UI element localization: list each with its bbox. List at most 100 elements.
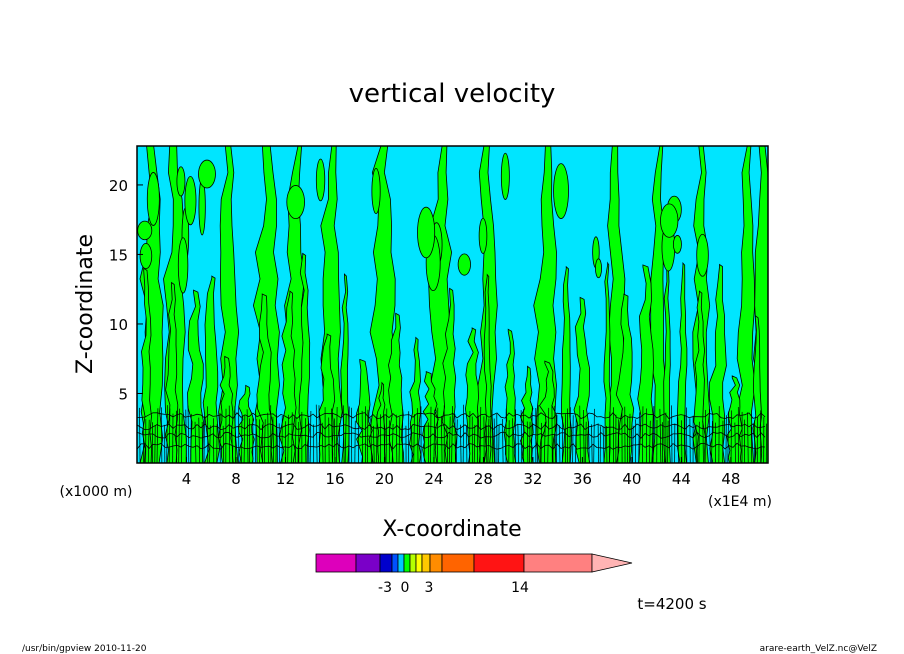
updraft-contour bbox=[483, 273, 492, 463]
turbulence-contour bbox=[485, 424, 488, 463]
turbulence-contour bbox=[287, 414, 289, 463]
turbulence-contour bbox=[344, 413, 347, 463]
turbulence-contour bbox=[695, 424, 697, 463]
updraft-contour bbox=[573, 296, 591, 463]
turbulence-contour bbox=[454, 413, 456, 463]
updraft-contours bbox=[137, 146, 768, 463]
turbulence-contour bbox=[446, 425, 449, 463]
x-tick-label: 8 bbox=[231, 470, 241, 488]
turbulence-contour bbox=[267, 412, 269, 463]
turbulence-contour bbox=[747, 412, 749, 463]
colorbar-segment bbox=[429, 553, 443, 573]
turbulence-contour bbox=[243, 415, 246, 463]
turbulence-contour bbox=[305, 418, 307, 463]
updraft-contour bbox=[318, 333, 336, 463]
turbulence-contour bbox=[335, 406, 338, 463]
turbulence-contour bbox=[638, 412, 640, 463]
updraft-cell bbox=[457, 253, 471, 276]
colorbar-segment bbox=[315, 553, 357, 573]
turbulence-contour bbox=[540, 422, 542, 463]
updraft-contour bbox=[441, 287, 458, 463]
updraft-contour bbox=[340, 273, 350, 463]
plot-area bbox=[136, 145, 769, 464]
turbulence-contour bbox=[479, 406, 482, 463]
turbulence-contour bbox=[315, 404, 318, 463]
x-tick-label: 24 bbox=[424, 470, 443, 488]
colorbar-segment bbox=[391, 553, 399, 573]
x-tick-label: 4 bbox=[182, 470, 192, 488]
colorbar-tick-label: -3 bbox=[378, 580, 392, 596]
turbulence-contour bbox=[291, 412, 293, 463]
updraft-contour bbox=[637, 264, 654, 463]
turbulence-contour bbox=[433, 409, 436, 463]
x-tick-label: 36 bbox=[573, 470, 592, 488]
colorbar-segment bbox=[473, 553, 525, 573]
colorbar-segment bbox=[403, 553, 411, 573]
colorbar-segment bbox=[523, 553, 593, 573]
updraft-cell bbox=[146, 172, 160, 226]
y-axis: 5 10 15 20 bbox=[109, 177, 143, 403]
updraft-contour bbox=[409, 336, 422, 463]
colorbar-segment bbox=[355, 553, 381, 573]
turbulence-contour bbox=[711, 420, 713, 463]
turbulence-band bbox=[137, 423, 766, 431]
turbulence-contour bbox=[583, 410, 585, 463]
turbulence-band bbox=[137, 412, 766, 420]
updraft-contour bbox=[256, 293, 274, 463]
updraft-cell bbox=[177, 237, 189, 294]
plot-frame bbox=[136, 145, 769, 464]
updraft-cell bbox=[371, 168, 381, 215]
updraft-cell bbox=[184, 175, 197, 226]
turbulence-contour bbox=[318, 405, 321, 463]
turbulence-contour bbox=[575, 418, 577, 463]
turbulence-band bbox=[137, 431, 766, 439]
turbulence-contour bbox=[385, 408, 388, 463]
turbulence-contour bbox=[395, 414, 398, 463]
x-tick-label: 12 bbox=[276, 470, 295, 488]
turbulence-contour bbox=[704, 409, 707, 463]
chart-title: vertical velocity bbox=[349, 79, 556, 109]
turbulence-contour bbox=[702, 420, 704, 463]
turbulence-contour bbox=[398, 416, 401, 463]
updraft-contour bbox=[164, 281, 179, 463]
updraft-cell bbox=[478, 217, 488, 254]
turbulence-contour bbox=[307, 417, 310, 463]
turbulence-contour bbox=[529, 421, 531, 463]
turbulence-contour bbox=[246, 409, 249, 463]
updraft-cell bbox=[696, 233, 709, 277]
updraft-cell bbox=[595, 258, 602, 279]
updraft-contour bbox=[615, 293, 635, 463]
turbulence-contour bbox=[512, 418, 514, 463]
colorbar: -3 0 3 14 bbox=[315, 553, 633, 596]
turbulence-contour bbox=[641, 406, 644, 463]
turbulence-contour bbox=[147, 419, 150, 463]
turbulence-contour bbox=[543, 421, 546, 463]
colorbar-segment bbox=[397, 553, 405, 573]
turbulence-contour bbox=[416, 408, 419, 463]
updraft-contour bbox=[677, 262, 688, 463]
updraft-cell bbox=[139, 242, 153, 270]
turbulence-contour bbox=[517, 423, 520, 463]
turbulence-contour bbox=[321, 422, 324, 463]
turbulence-band bbox=[137, 442, 766, 450]
x-axis-label: X-coordinate bbox=[382, 517, 521, 542]
colorbar-segment bbox=[409, 553, 417, 573]
colorbar-segment bbox=[441, 553, 475, 573]
turbulence-contour bbox=[734, 422, 736, 463]
turbulence-contour bbox=[569, 407, 571, 463]
turbulence-contour bbox=[370, 418, 372, 463]
updraft-cell bbox=[500, 152, 510, 200]
updraft-contour bbox=[464, 327, 481, 463]
x-tick-label: 32 bbox=[523, 470, 542, 488]
turbulence-contour bbox=[579, 405, 581, 463]
turbulence-contour bbox=[255, 419, 257, 463]
turbulence-contour bbox=[222, 425, 225, 463]
time-label: t=4200 s bbox=[637, 595, 706, 613]
turbulence-contour bbox=[652, 406, 655, 463]
turbulence-contour bbox=[294, 417, 297, 463]
turbulence-contour bbox=[632, 425, 634, 463]
turbulence-contour bbox=[187, 405, 190, 463]
footer-left: /usr/bin/gpview 2010-11-20 bbox=[22, 644, 147, 654]
turbulence-contour bbox=[649, 420, 651, 463]
